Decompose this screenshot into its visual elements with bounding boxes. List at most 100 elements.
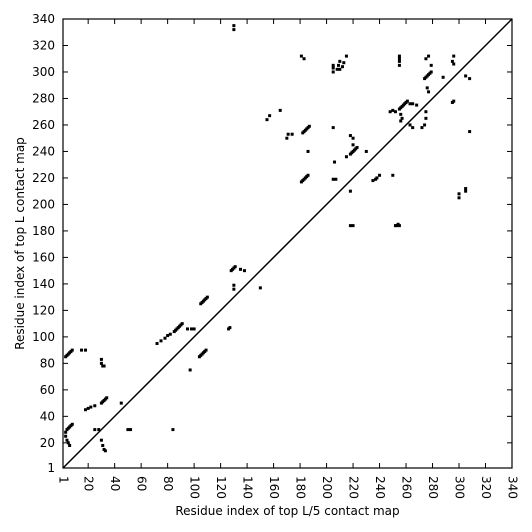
contact-point — [129, 428, 133, 432]
contact-point — [331, 63, 335, 67]
contact-point — [65, 438, 69, 442]
contact-point — [411, 102, 415, 106]
y-tick-label: 300 — [32, 65, 55, 79]
contact-point — [397, 54, 401, 58]
x-tick-label: 60 — [135, 476, 149, 491]
contact-point — [265, 118, 269, 122]
contact-point — [70, 422, 74, 426]
contact-point — [89, 405, 93, 409]
contact-point — [163, 336, 167, 340]
x-tick-label: 300 — [453, 476, 467, 499]
plot-frame — [62, 18, 513, 469]
x-axis-label: Residue index of top L/5 contact map — [175, 504, 399, 518]
contact-point — [331, 66, 335, 70]
contact-point — [99, 438, 103, 442]
contact-point — [286, 132, 290, 136]
contact-point — [400, 116, 404, 120]
contact-point — [99, 361, 103, 365]
contact-point — [159, 339, 163, 343]
contact-point — [464, 187, 468, 191]
contact-point — [408, 102, 412, 106]
contact-point — [424, 116, 428, 120]
contact-point — [238, 267, 242, 271]
contact-point — [351, 143, 355, 147]
contact-point — [93, 404, 97, 408]
contact-point — [408, 123, 412, 127]
contact-point — [228, 326, 232, 330]
contact-point — [232, 283, 236, 287]
y-tick-label: 340 — [32, 12, 55, 26]
contact-point — [393, 110, 397, 114]
contact-point — [331, 177, 335, 181]
contact-point — [331, 70, 335, 74]
contact-point — [102, 364, 106, 368]
contact-point — [70, 348, 74, 352]
y-tick-label: 280 — [32, 91, 55, 105]
contact-point — [348, 224, 352, 228]
contact-point — [351, 224, 355, 228]
contact-point — [302, 57, 306, 61]
contact-point — [420, 126, 424, 130]
y-tick-label: 140 — [32, 277, 55, 291]
contact-point — [441, 75, 445, 79]
contact-point — [452, 54, 456, 58]
contact-point — [84, 408, 88, 412]
contact-point — [423, 123, 427, 127]
contact-point — [464, 74, 468, 78]
x-axis-ticks: 1 20 40 60 80 100 120 140 160 180 200 220 240 260 280 3… — [57, 19, 520, 499]
contact-point — [348, 134, 352, 138]
contact-point — [355, 145, 359, 149]
contact-point — [335, 67, 339, 71]
contact-point — [80, 348, 84, 352]
contact-point — [97, 428, 101, 432]
contact-point — [103, 449, 107, 453]
contact-point — [371, 179, 375, 183]
contact-point — [391, 108, 395, 112]
contact-point — [168, 332, 172, 336]
contact-point — [429, 70, 433, 74]
x-tick-label: 180 — [294, 476, 308, 499]
contact-point — [464, 189, 468, 193]
x-tick-label: 1 — [57, 476, 71, 484]
contact-point — [105, 396, 109, 400]
x-tick-label: 200 — [320, 476, 334, 499]
contact-point — [306, 173, 310, 177]
y-tick-label: 320 — [32, 38, 55, 52]
contact-point — [375, 176, 379, 180]
contact-point — [290, 132, 294, 136]
contact-point — [126, 428, 130, 432]
contact-point — [452, 62, 456, 66]
contact-point — [233, 265, 237, 269]
contact-point — [338, 67, 342, 71]
contact-point — [340, 65, 344, 69]
x-tick-label: 160 — [267, 476, 281, 499]
contact-point — [405, 99, 409, 103]
y-tick-label: 40 — [40, 409, 55, 423]
contact-point — [452, 99, 456, 103]
contact-point — [285, 136, 289, 140]
contact-point — [378, 173, 382, 177]
contact-point — [342, 61, 346, 65]
contact-point — [457, 196, 461, 200]
y-tick-label: 160 — [32, 250, 55, 264]
contact-point — [336, 63, 340, 67]
contact-point — [391, 173, 395, 177]
contact-point — [457, 192, 461, 196]
y-axis-ticks: 1204060801001201401601802002202402602803… — [32, 12, 512, 475]
contact-point — [468, 77, 472, 81]
contact-point — [399, 119, 403, 123]
contact-point — [424, 110, 428, 114]
contact-point — [268, 114, 272, 118]
contact-point — [388, 110, 392, 114]
contact-point — [397, 59, 401, 63]
x-tick-label: 120 — [214, 476, 228, 499]
contact-point — [427, 90, 431, 94]
y-tick-label: 80 — [40, 356, 55, 370]
x-tick-label: 280 — [426, 476, 440, 499]
contact-point — [399, 112, 403, 116]
contact-point — [84, 348, 88, 352]
contact-point — [205, 295, 209, 299]
contact-point — [331, 126, 335, 130]
y-tick-label: 120 — [32, 303, 55, 317]
